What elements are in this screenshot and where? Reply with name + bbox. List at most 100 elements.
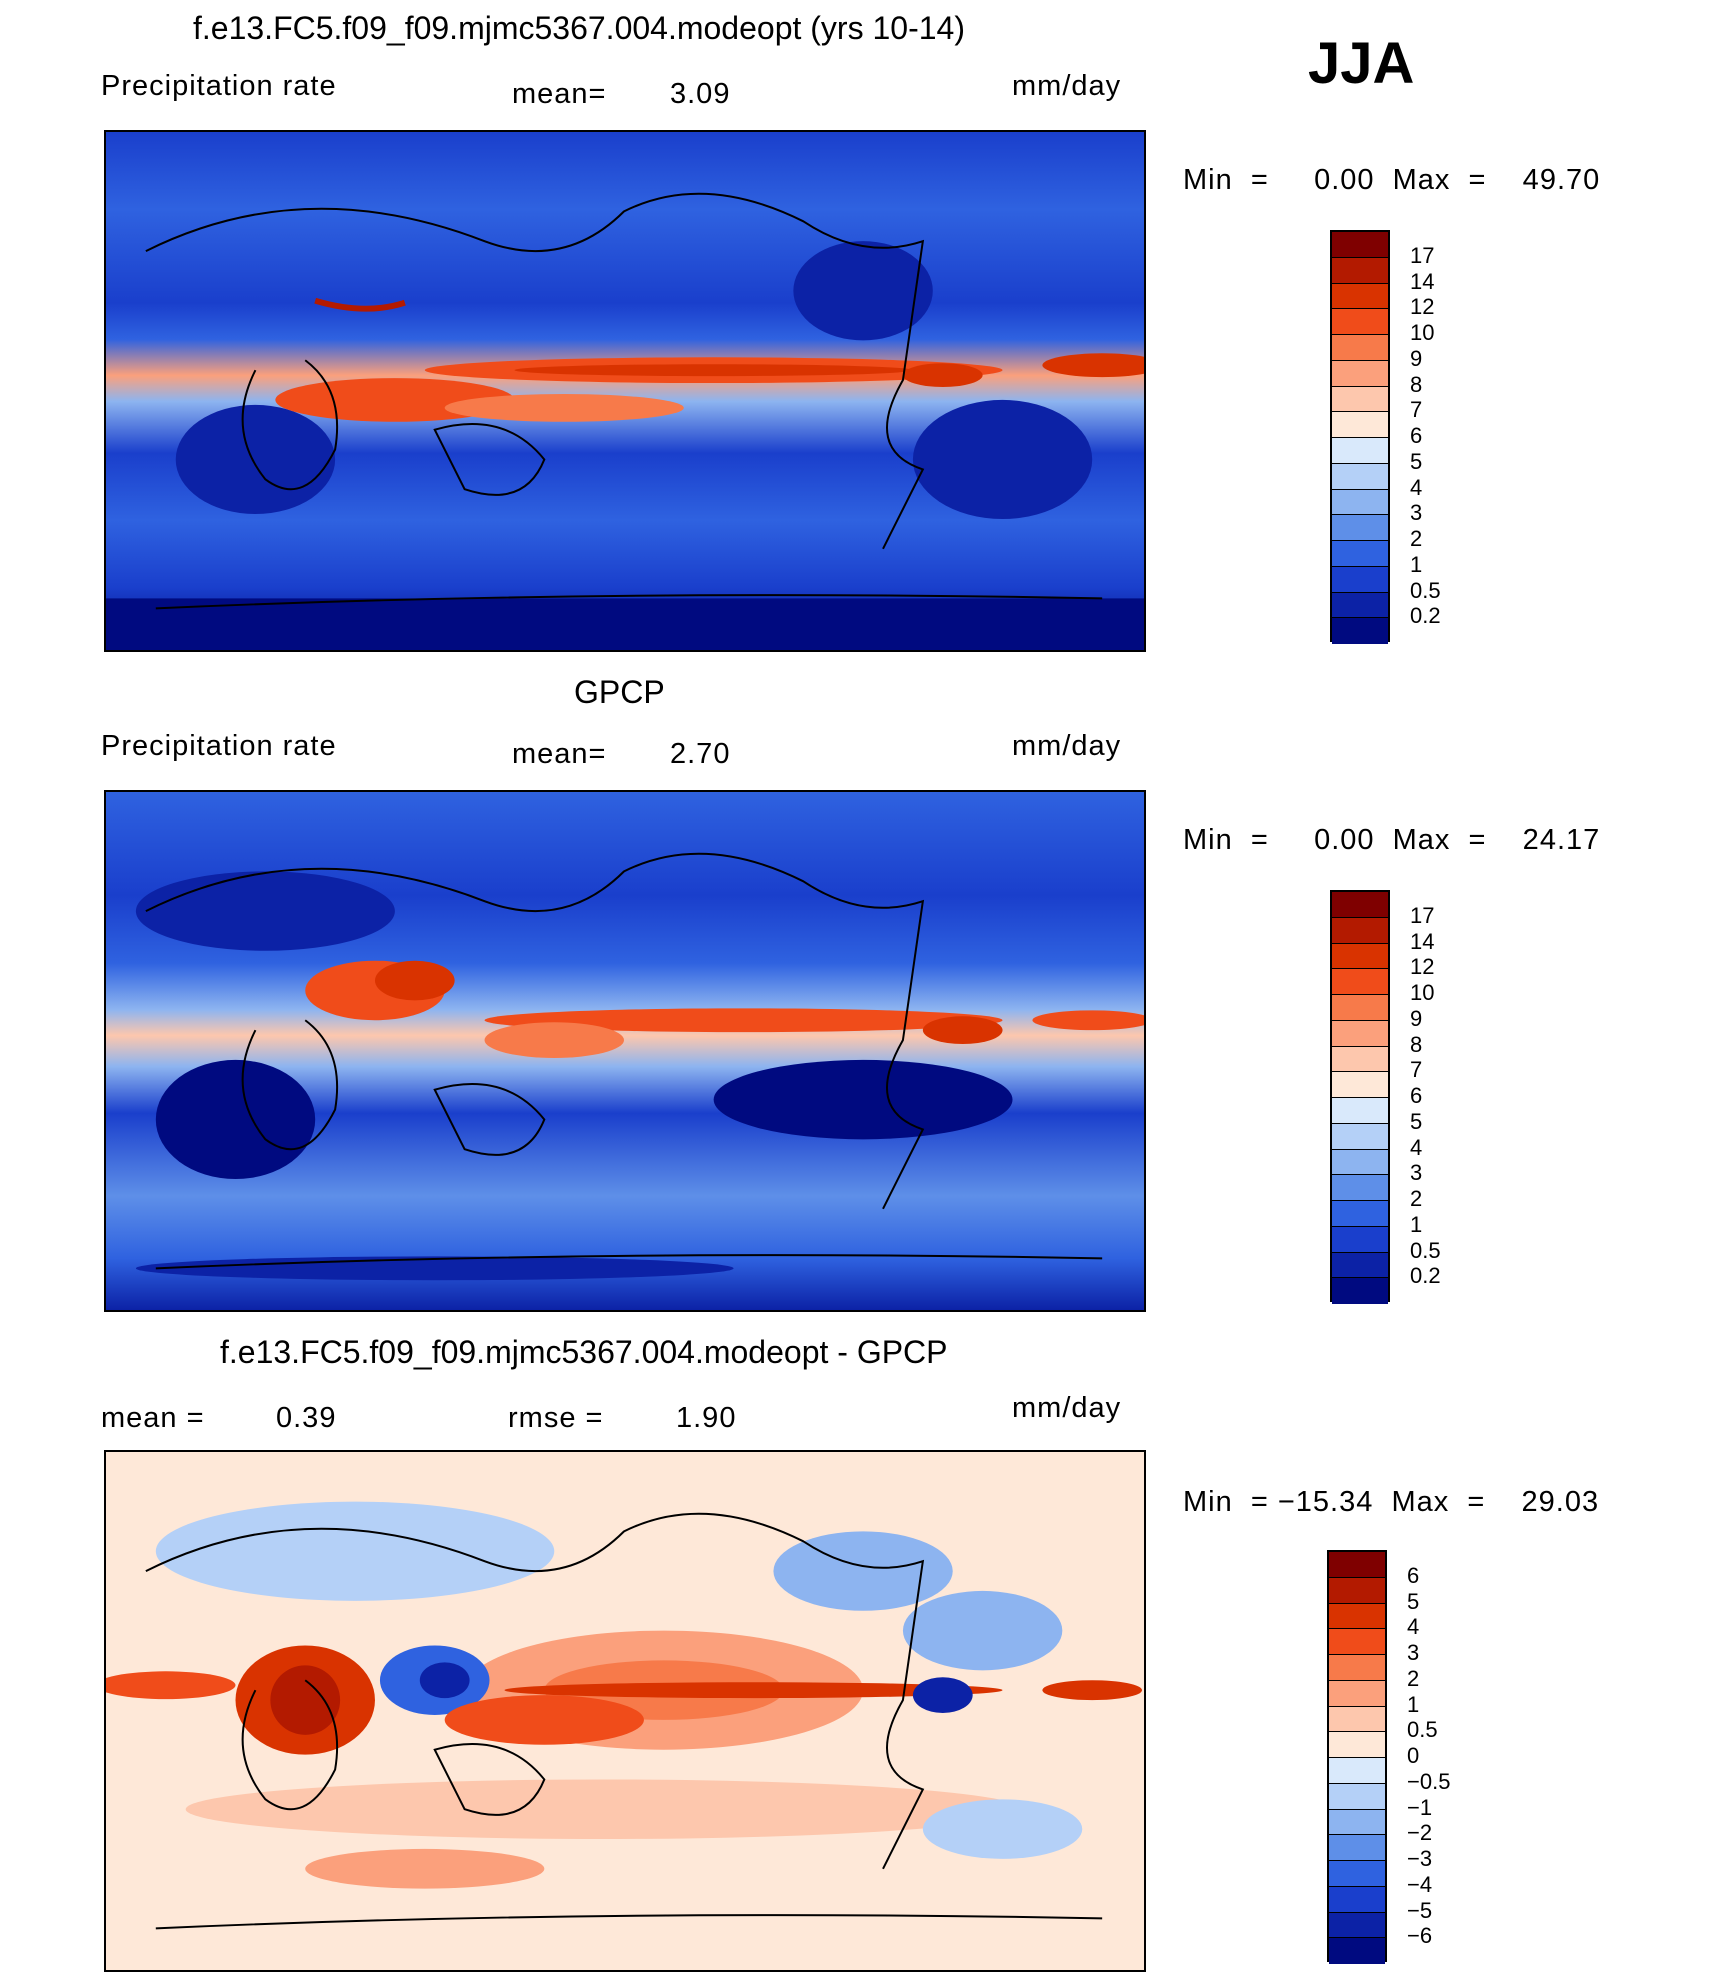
panel1-colorbar-swatch xyxy=(1332,566,1388,593)
panel1-colorbar-boxes xyxy=(1330,230,1390,644)
panel3-colorbar-tick-label: 2 xyxy=(1407,1665,1420,1691)
panel1-colorbar-swatch xyxy=(1332,309,1388,335)
panel3-colorbar-swatch xyxy=(1329,1809,1385,1836)
panel2-colorbar-swatch xyxy=(1332,1020,1388,1047)
panel2-colorbar-tick-label: 2 xyxy=(1410,1186,1423,1211)
panel3-colorbar-swatch xyxy=(1329,1886,1385,1913)
panel3-map-field xyxy=(106,1452,1144,1970)
panel1-colorbar-tick-label: 9 xyxy=(1410,345,1423,371)
panel1-map-field xyxy=(106,132,1144,650)
panel2-colorbar-tick-label: 1 xyxy=(1410,1211,1423,1237)
panel1-minmax: Min = 0.00 Max = 49.70 xyxy=(1183,164,1601,196)
panel3-colorbar-tick-label: −3 xyxy=(1407,1846,1433,1871)
panel1-map xyxy=(104,130,1146,652)
panel1-colorbar-tick-label: 1 xyxy=(1410,551,1423,577)
panel1-colorbar-tick-label: 12 xyxy=(1410,294,1435,320)
panel3-colorbar-swatch xyxy=(1329,1732,1385,1758)
panel3-colorbar-boxes xyxy=(1327,1550,1387,1964)
panel2-mean-value: 2.70 xyxy=(670,738,731,770)
panel1-colorbar-swatch xyxy=(1332,257,1388,284)
panel3-colorbar-swatch xyxy=(1329,1577,1385,1604)
panel3-colorbar-tick-label: 5 xyxy=(1407,1588,1420,1614)
panel1-mean-value: 3.09 xyxy=(670,78,731,110)
panel2-colorbar-swatch xyxy=(1332,1175,1388,1201)
panel1-colorbar-swatch xyxy=(1332,438,1388,464)
panel3-units: mm/day xyxy=(1012,1392,1122,1424)
panel1-colorbar-swatch xyxy=(1332,232,1388,258)
panel3-minmax: Min = −15.34 Max = 29.03 xyxy=(1183,1486,1600,1518)
panel2-colorbar-tick-label: 6 xyxy=(1410,1083,1423,1108)
panel1-colorbar: 17 14 12 10 9 8 7 6 5 4 3 2 1 0.5 0.2 xyxy=(1330,230,1470,644)
panel3-colorbar-swatch xyxy=(1329,1706,1385,1733)
panel1-colorbar-tick-label: 10 xyxy=(1410,320,1435,345)
panel3-rmse-label: rmse = xyxy=(508,1402,604,1434)
panel3-colorbar-tick-label: −5 xyxy=(1407,1897,1433,1923)
panel2-colorbar-tick-label: 3 xyxy=(1410,1160,1423,1186)
panel1-colorbar-swatch xyxy=(1332,335,1388,361)
panel3-rmse-value: 1.90 xyxy=(676,1402,737,1434)
panel1-colorbar-tick-label: 8 xyxy=(1410,371,1423,397)
panel3-colorbar-swatch xyxy=(1329,1552,1385,1578)
panel1-colorbar-tick-label: 4 xyxy=(1410,474,1423,500)
panel3-title: f.e13.FC5.f09_f09.mjmc5367.004.modeopt -… xyxy=(220,1334,948,1370)
panel3-colorbar-tick-label: 0 xyxy=(1407,1743,1420,1768)
panel1-colorbar-tick-label: 6 xyxy=(1410,423,1423,448)
panel2-colorbar-swatch xyxy=(1332,1072,1388,1098)
panel3-colorbar-tick-label: 1 xyxy=(1407,1691,1420,1717)
panel2-colorbar-tick-label: 14 xyxy=(1410,928,1435,954)
panel1-variable-label: Precipitation rate xyxy=(101,70,337,102)
panel2-colorbar-tick-label: 8 xyxy=(1410,1031,1423,1057)
panel1-colorbar-tick-label: 14 xyxy=(1410,268,1435,294)
panel1-colorbar-swatch xyxy=(1332,618,1388,644)
panel3-mean-label: mean = xyxy=(101,1402,205,1434)
panel3-colorbar-swatch xyxy=(1329,1629,1385,1655)
panel2-colorbar-swatch xyxy=(1332,943,1388,970)
panel2-colorbar-tick-label: 5 xyxy=(1410,1108,1423,1134)
panel2-colorbar-swatch xyxy=(1332,1252,1388,1279)
panel3-colorbar-swatch xyxy=(1329,1835,1385,1861)
panel1-colorbar-tick-label: 0.5 xyxy=(1410,577,1441,603)
panel2-colorbar: 17 14 12 10 9 8 7 6 5 4 3 2 1 0.5 0.2 xyxy=(1330,890,1470,1304)
panel1-colorbar-swatch xyxy=(1332,541,1388,567)
panel2-units: mm/day xyxy=(1012,730,1122,762)
panel3-colorbar-tick-label: −0.5 xyxy=(1407,1768,1451,1794)
panel1-colorbar-swatch xyxy=(1332,515,1388,541)
panel1-colorbar-swatch xyxy=(1332,463,1388,490)
panel3-colorbar-tick-label: −2 xyxy=(1407,1820,1433,1846)
panel2-colorbar-tick-label: 4 xyxy=(1410,1134,1423,1160)
panel2-colorbar-tick-label: 0.2 xyxy=(1410,1263,1441,1289)
panel1-colorbar-swatch xyxy=(1332,412,1388,438)
panel2-colorbar-swatch xyxy=(1332,969,1388,995)
panel2-colorbar-swatch xyxy=(1332,1278,1388,1304)
panel2-colorbar-boxes xyxy=(1330,890,1390,1304)
panel2-mean-label: mean= xyxy=(512,738,607,770)
panel3-colorbar-tick-label: 6 xyxy=(1407,1562,1420,1588)
panel2-minmax: Min = 0.00 Max = 24.17 xyxy=(1183,824,1601,856)
panel2-colorbar-swatch xyxy=(1332,917,1388,944)
panel1-colorbar-tick-label: 2 xyxy=(1410,526,1423,551)
panel2-colorbar-swatch xyxy=(1332,1046,1388,1073)
panel3-colorbar-swatch xyxy=(1329,1861,1385,1887)
panel1-colorbar-tick-label: 7 xyxy=(1410,397,1423,423)
panel2-colorbar-swatch xyxy=(1332,1098,1388,1124)
panel3-colorbar-tick-label: 4 xyxy=(1407,1614,1420,1640)
panel3-colorbar-swatch xyxy=(1329,1912,1385,1939)
panel3-colorbar-swatch xyxy=(1329,1783,1385,1810)
panel2-colorbar-swatch xyxy=(1332,1226,1388,1253)
panel2-colorbar-tick-label: 17 xyxy=(1410,902,1435,928)
panel3-colorbar-swatch xyxy=(1329,1680,1385,1707)
panel3-colorbar-swatch xyxy=(1329,1655,1385,1681)
panel2-colorbar-swatch xyxy=(1332,892,1388,918)
panel1-colorbar-swatch xyxy=(1332,386,1388,413)
panel1-colorbar-tick-label: 3 xyxy=(1410,500,1423,526)
panel3-colorbar-swatch xyxy=(1329,1603,1385,1630)
panel1-colorbar-swatch xyxy=(1332,360,1388,387)
panel1-colorbar-swatch xyxy=(1332,489,1388,516)
panel2-map xyxy=(104,790,1146,1312)
panel1-mean-label: mean= xyxy=(512,78,607,110)
panel3-map xyxy=(104,1450,1146,1972)
panel2-colorbar-swatch xyxy=(1332,995,1388,1021)
panel3-colorbar-swatch xyxy=(1329,1938,1385,1964)
panel1-colorbar-tick-label: 17 xyxy=(1410,242,1435,268)
panel3-colorbar-tick-label: −1 xyxy=(1407,1794,1433,1820)
